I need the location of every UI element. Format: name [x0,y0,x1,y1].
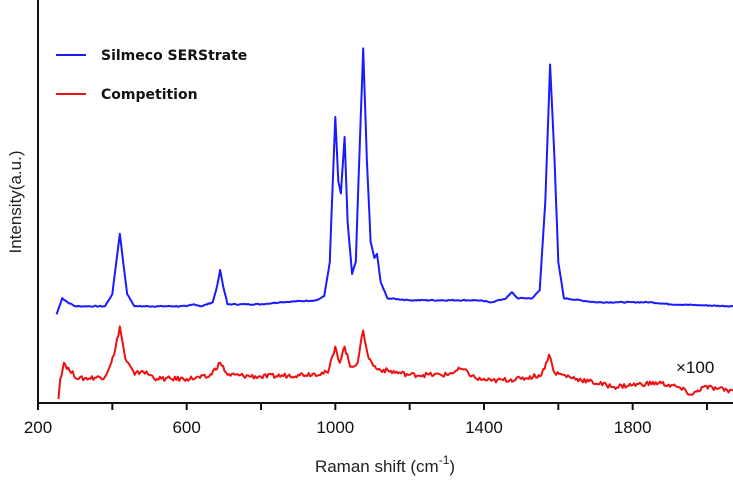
x-ticks: 200 600 1000 1400 1800 [24,403,708,437]
legend: Silmeco SERStrate Competition [56,48,247,103]
x-axis-label: Raman shift (cm-1) [315,453,455,476]
x-tick-label: 1000 [316,418,354,437]
legend-label-silmeco: Silmeco SERStrate [101,48,247,64]
series-layer [55,47,733,400]
scale-annotation: ×100 [676,358,714,377]
x-tick-label: 200 [24,418,52,437]
x-tick-label: 600 [172,418,200,437]
x-tick-label: 1400 [465,418,503,437]
legend-label-competition: Competition [101,87,198,103]
series-line-silmeco [55,47,733,315]
x-tick-label: 1800 [614,418,652,437]
series-line-competition [57,325,733,400]
y-axis-label: Intensity(a.u.) [6,151,25,254]
